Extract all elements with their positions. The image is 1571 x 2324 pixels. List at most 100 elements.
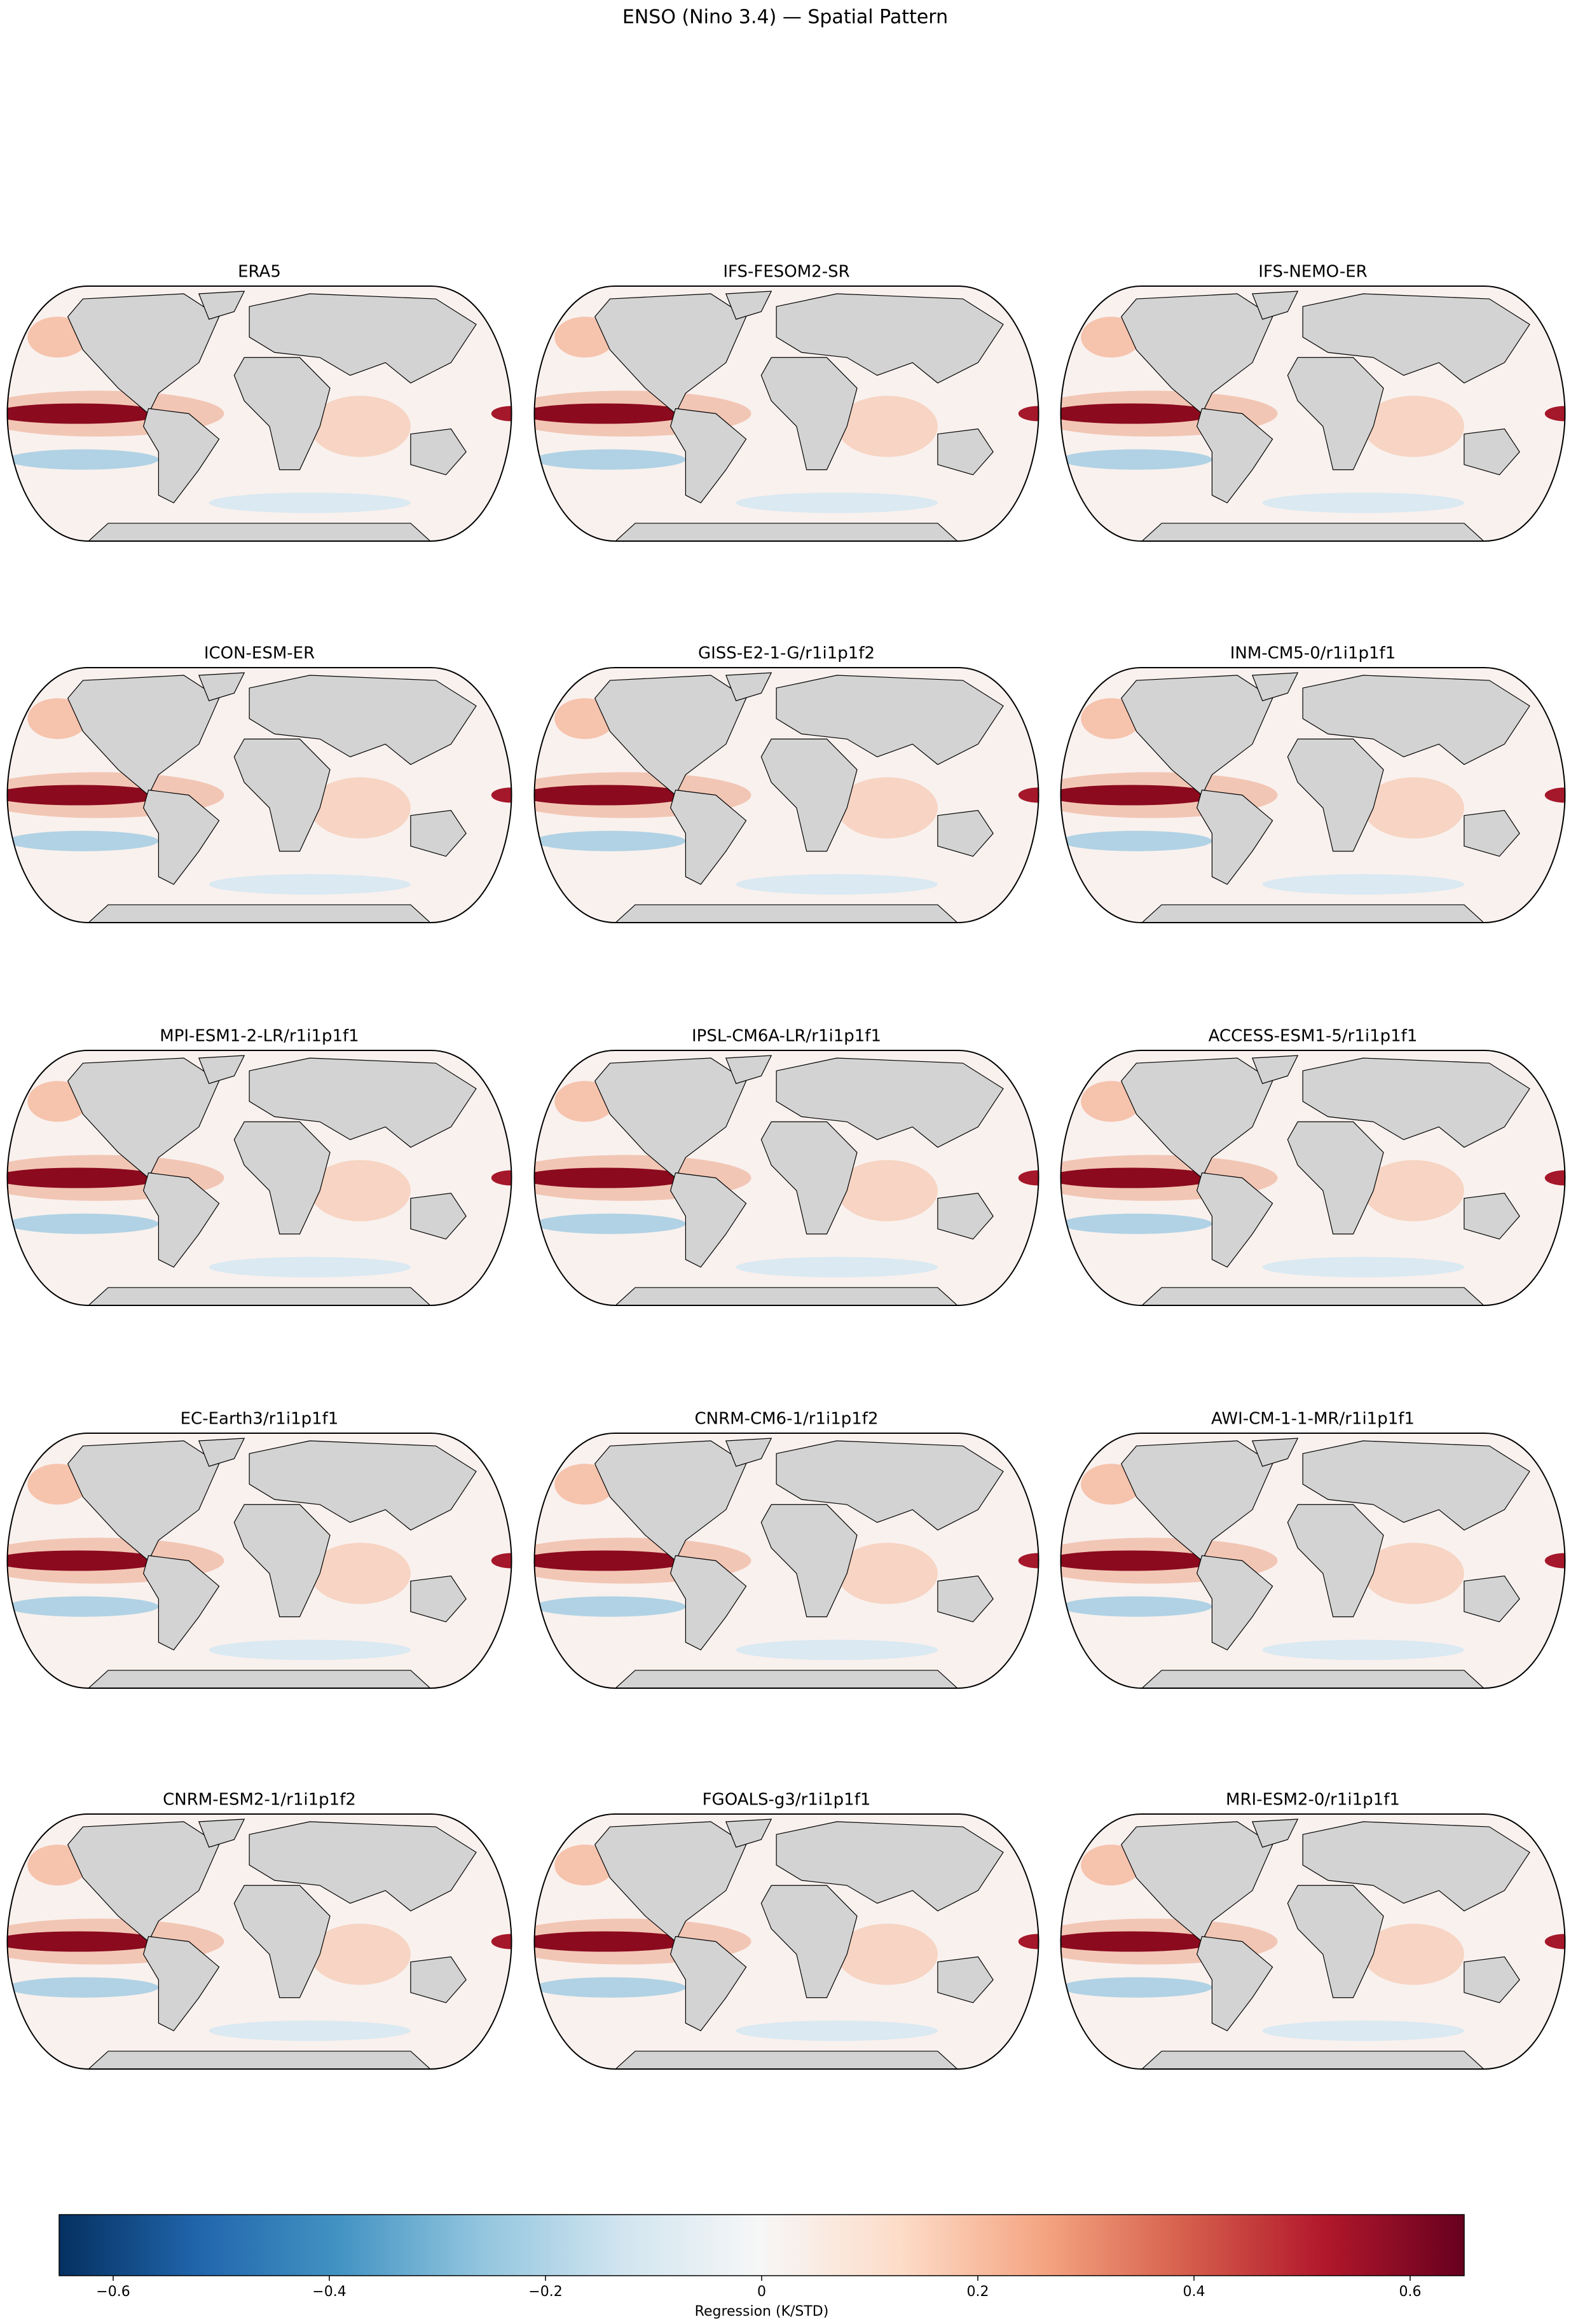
map-field (7, 668, 512, 923)
land (594, 1057, 747, 1179)
land (410, 428, 467, 476)
anomaly-region (491, 1934, 512, 1949)
anomaly-region (1363, 1543, 1464, 1604)
map-field (7, 1433, 512, 1688)
colorbar-label: Regression (K/STD) (695, 2304, 829, 2320)
map-field (534, 668, 1039, 923)
land (760, 1885, 858, 1998)
map-outline (6, 1813, 512, 2070)
land (937, 1575, 994, 1623)
land (67, 1057, 220, 1179)
anomaly-region (1060, 830, 1212, 851)
land (1135, 1670, 1491, 1688)
map-field (7, 1050, 512, 1305)
land (776, 293, 1004, 384)
land (669, 1555, 747, 1651)
land (1302, 1440, 1530, 1531)
anomaly-region (534, 830, 686, 851)
panel-title: IFS-FESOM2-SR (723, 263, 849, 282)
anomaly-region (1060, 785, 1218, 806)
map-field (534, 286, 1039, 541)
anomaly-region (1018, 1553, 1039, 1569)
anomaly-region (7, 785, 164, 806)
anomaly-region (1544, 1170, 1565, 1186)
land (608, 2051, 964, 2069)
map-outline (1060, 1813, 1566, 2070)
panel-title: INM-CM5-0/r1i1p1f1 (1230, 644, 1396, 663)
map-outline (1060, 667, 1566, 923)
land (249, 1440, 477, 1531)
land (1135, 2051, 1491, 2069)
anomaly-region (1018, 787, 1039, 803)
land (1196, 408, 1273, 504)
anomaly-region (534, 1213, 686, 1234)
panel-title: ERA5 (238, 263, 281, 282)
land (1196, 1555, 1273, 1651)
anomaly-region (736, 492, 938, 513)
map-outline (533, 1813, 1039, 2070)
anomaly-region (1060, 1167, 1218, 1188)
anomaly-region (310, 777, 411, 839)
land (249, 1821, 477, 1912)
land (937, 809, 994, 857)
anomaly-region (736, 1639, 938, 1660)
land (594, 675, 747, 796)
anomaly-region (837, 777, 938, 839)
map-outline (1060, 1050, 1566, 1306)
map-panel: ACCESS-ESM1-5/r1i1p1f1 (1060, 1027, 1566, 1306)
land (594, 293, 747, 415)
anomaly-region (1060, 1550, 1218, 1571)
anomaly-region (534, 1167, 691, 1188)
land (1287, 1121, 1384, 1235)
land (1464, 1575, 1520, 1623)
colorbar-tick-label: −0.6 (96, 2284, 130, 2300)
land (1120, 1821, 1273, 1942)
land (669, 1172, 747, 1268)
panel-title: AWI-CM-1-1-MR/r1i1p1f1 (1211, 1410, 1415, 1429)
land (725, 1819, 772, 1848)
land (1196, 1936, 1273, 2032)
land (1120, 1440, 1273, 1562)
anomaly-region (534, 1977, 686, 1998)
map-field (1060, 1050, 1565, 1305)
panel-title: IFS-NEMO-ER (1258, 263, 1367, 282)
anomaly-region (7, 449, 159, 470)
land (1251, 672, 1299, 701)
land (249, 293, 477, 384)
anomaly-region (837, 1923, 938, 1985)
map-outline (6, 285, 512, 542)
anomaly-region (310, 1543, 411, 1604)
land (233, 1121, 331, 1235)
map-outline (533, 285, 1039, 542)
land (67, 1821, 220, 1942)
map-panel: IFS-NEMO-ER (1060, 263, 1566, 542)
land (1196, 789, 1273, 885)
land (198, 1819, 245, 1848)
colorbar-gradient (58, 2214, 1465, 2276)
colorbar-tick-label: −0.2 (528, 2284, 562, 2300)
panel-title: GISS-E2-1-G/r1i1p1f2 (698, 644, 875, 663)
land (410, 1192, 467, 1240)
land (937, 1192, 994, 1240)
map-panel: GISS-E2-1-G/r1i1p1f2 (533, 644, 1039, 923)
land (608, 1287, 964, 1305)
anomaly-region (209, 2020, 411, 2041)
land (1135, 904, 1491, 923)
panel-title: EC-Earth3/r1i1p1f1 (181, 1410, 339, 1429)
land (1251, 1438, 1299, 1467)
panel-title: FGOALS-g3/r1i1p1f1 (703, 1791, 871, 1810)
land (67, 293, 220, 415)
anomaly-region (1544, 1553, 1565, 1569)
map-outline (533, 1050, 1039, 1306)
map-outline (6, 1433, 512, 1689)
colorbar-tick-label: −0.4 (312, 2284, 346, 2300)
figure-title: ENSO (Nino 3.4) — Spatial Pattern (622, 6, 948, 29)
anomaly-region (534, 1931, 691, 1952)
land (1302, 675, 1530, 766)
land (81, 2051, 437, 2069)
map-panel: CNRM-CM6-1/r1i1p1f2 (533, 1410, 1039, 1689)
map-outline (1060, 285, 1566, 542)
land (1464, 1192, 1520, 1240)
land (142, 408, 220, 504)
land (81, 904, 437, 923)
